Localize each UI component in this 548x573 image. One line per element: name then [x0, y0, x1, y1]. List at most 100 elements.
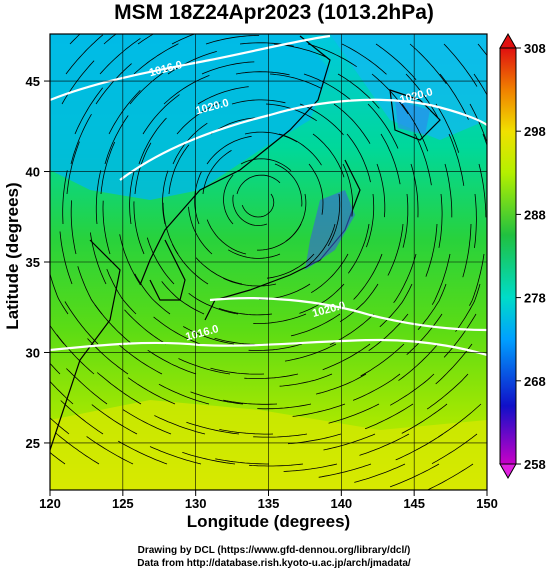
- y-axis-ticks: 25 30 35 40 45: [26, 74, 50, 451]
- streamline: [303, 73, 352, 101]
- streamline: [443, 43, 478, 87]
- streamline: [380, 133, 401, 185]
- colorbar: 258 268 278 288 298 308: [499, 32, 546, 480]
- streamline: [354, 463, 406, 483]
- streamline: [149, 446, 202, 465]
- streamline: [154, 415, 206, 435]
- streamline: [178, 358, 231, 375]
- streamline: [307, 43, 357, 68]
- streamline: [205, 35, 260, 45]
- y-tick-label: 25: [26, 436, 40, 451]
- x-axis-label: Longitude (degrees): [186, 512, 351, 531]
- streamline: [435, 103, 460, 153]
- streamline: [478, 163, 487, 218]
- streamline: [223, 399, 278, 405]
- streamline: [253, 313, 307, 324]
- x-tick-label: 140: [330, 496, 352, 511]
- streamline: [106, 268, 137, 315]
- colorbar-tick-label: 278: [524, 291, 546, 306]
- streamline: [431, 253, 451, 305]
- hokkaido-cold: [395, 100, 430, 135]
- streamline: [168, 144, 190, 195]
- streamline: [232, 194, 268, 227]
- x-tick-label: 125: [112, 496, 134, 511]
- streamline: [194, 171, 202, 225]
- streamline: [477, 43, 487, 57]
- colorbar-tick-label: 268: [524, 374, 546, 389]
- streamline: [410, 163, 419, 218]
- streamline: [312, 133, 345, 178]
- streamline: [431, 433, 478, 465]
- streamline: [426, 373, 469, 410]
- streamline: [91, 404, 138, 435]
- streamline: [395, 433, 444, 461]
- streamline: [417, 283, 447, 330]
- streamline: [100, 141, 116, 195]
- streamline: [134, 142, 152, 195]
- streamline: [257, 403, 312, 410]
- streamline: [117, 343, 163, 375]
- streamline: [104, 115, 129, 165]
- streamline: [448, 133, 465, 186]
- streamline: [342, 163, 353, 217]
- streamline: [405, 73, 439, 118]
- streamline: [426, 463, 474, 490]
- streamline: [469, 103, 487, 144]
- streamline: [269, 73, 322, 89]
- streamline: [218, 307, 273, 316]
- streamline: [379, 283, 413, 328]
- streamline: [146, 237, 175, 285]
- streamline: [341, 43, 387, 75]
- streamline: [455, 283, 481, 332]
- streamline: [473, 73, 487, 96]
- streamline: [327, 193, 341, 247]
- colorbar-tick-label: 308: [524, 41, 546, 56]
- streamline: [284, 343, 337, 362]
- streamline: [122, 409, 172, 435]
- streamline: [215, 458, 269, 465]
- streamline: [292, 403, 346, 417]
- colorbar-ticks: 258 268 278 288 298 308: [516, 41, 546, 472]
- streamline: [322, 343, 371, 371]
- streamline: [323, 433, 376, 451]
- streamline: [142, 94, 180, 135]
- y-tick-label: 30: [26, 345, 40, 360]
- streamline: [64, 301, 99, 345]
- streamline: [95, 170, 102, 225]
- streamline: [137, 34, 155, 45]
- streamline: [274, 163, 303, 207]
- streamline: [438, 193, 443, 248]
- streamline: [62, 170, 68, 225]
- streamline: [443, 313, 477, 358]
- streamline: [299, 103, 344, 136]
- streamline: [176, 102, 221, 135]
- streamline: [202, 150, 232, 195]
- streamline: [186, 421, 240, 435]
- streamline: [248, 343, 303, 351]
- streamline: [360, 343, 405, 377]
- streamline: [390, 373, 435, 406]
- streamline: [206, 219, 247, 255]
- streamline: [162, 170, 169, 225]
- streamline: [393, 253, 417, 304]
- streamline: [171, 34, 196, 45]
- streamline: [482, 133, 487, 147]
- streamline: [469, 253, 485, 306]
- streamline: [328, 403, 380, 424]
- streamline: [290, 313, 341, 337]
- streamline: [444, 163, 453, 218]
- streamline: [66, 368, 108, 405]
- colorbar-tick-label: 298: [524, 124, 546, 139]
- y-tick-label: 45: [26, 74, 40, 89]
- streamline: [153, 316, 201, 345]
- streamline: [223, 174, 234, 225]
- streamline: [167, 51, 217, 75]
- streamline: [438, 403, 482, 438]
- y-tick-label: 35: [26, 255, 40, 270]
- streamline: [347, 223, 370, 274]
- streamline: [219, 429, 274, 435]
- streamline: [197, 86, 249, 105]
- streamline: [367, 103, 399, 149]
